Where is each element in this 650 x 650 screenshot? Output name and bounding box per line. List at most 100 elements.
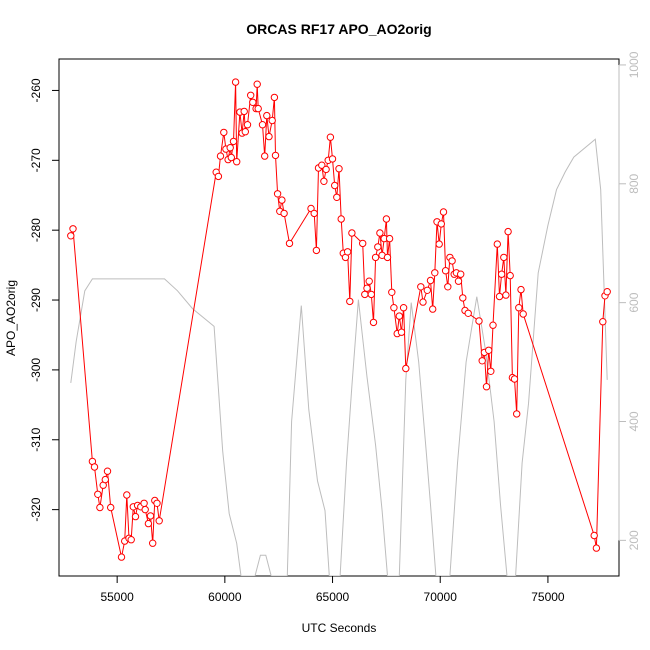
- apo-data-point: [146, 512, 155, 520]
- x-tick-label: 65000: [316, 590, 350, 604]
- apo-data-point: [333, 193, 341, 202]
- apo-data-point: [388, 288, 396, 296]
- y-tick-label: -310: [29, 427, 43, 451]
- apo-data-point: [417, 283, 425, 291]
- apo-data-point: [127, 536, 135, 544]
- altitude-series-line: [70, 138, 608, 576]
- apo-data-point: [320, 177, 328, 186]
- apo-data-point: [101, 475, 110, 484]
- apo-data-point: [229, 137, 238, 146]
- apo-data-point: [457, 270, 465, 278]
- apo-data-point: [475, 317, 483, 325]
- apo-data-point: [144, 519, 153, 528]
- chart-title: ORCAS RF17 APO_AO2orig: [246, 21, 431, 37]
- y-tick-label: -260: [29, 78, 43, 102]
- apo-data-point: [335, 165, 343, 173]
- apo-data-point: [326, 133, 335, 141]
- apo-data-point: [429, 305, 437, 313]
- apo-data-point: [402, 364, 410, 373]
- apo-data-point: [395, 312, 403, 320]
- apo-data-point: [318, 161, 326, 169]
- x-tick-label: 75000: [531, 590, 565, 604]
- apo-data-point: [240, 107, 248, 116]
- apo-data-point: [464, 309, 472, 317]
- y2-tick-label: 800: [627, 173, 641, 193]
- apo-series-line: [70, 82, 608, 558]
- x-tick-label: 70000: [424, 590, 458, 604]
- apo-data-point: [258, 121, 267, 129]
- apo-data-point: [285, 239, 294, 248]
- apo-data-point: [243, 121, 252, 129]
- apo-data-point: [504, 227, 512, 236]
- y-tick-label: -300: [29, 358, 43, 382]
- apo-data-point: [149, 539, 157, 547]
- apo-data-point: [241, 128, 250, 136]
- apo-data-point: [482, 383, 491, 391]
- apo-data-point: [426, 276, 435, 285]
- apo-data-point: [253, 80, 261, 88]
- apo-data-point: [371, 253, 380, 262]
- apo-data-point: [94, 490, 102, 498]
- apo-data-point: [131, 512, 140, 521]
- apo-data-point: [123, 491, 131, 499]
- x-axis-label: UTC Seconds: [302, 621, 377, 635]
- apo-data-point: [90, 463, 99, 471]
- apo-data-point: [419, 298, 427, 306]
- apo-data-point: [220, 128, 228, 137]
- y2-tick-label: 600: [627, 292, 641, 312]
- apo-data-point: [155, 517, 163, 525]
- apo-data-point: [590, 531, 598, 540]
- apo-data-point: [437, 220, 445, 228]
- apo-data-point: [510, 375, 519, 383]
- y-tick-label: -270: [29, 148, 43, 172]
- apo-data-point: [435, 240, 443, 248]
- apo-data-point: [399, 304, 408, 312]
- apo-data-point: [497, 270, 506, 278]
- apo-data-point: [478, 357, 486, 365]
- apo-data-point: [337, 215, 345, 223]
- apo-data-point: [69, 225, 77, 233]
- apo-data-point: [431, 269, 439, 277]
- apo-data-point: [367, 290, 375, 299]
- apo-data-point: [343, 248, 352, 256]
- y2-tick-label: 1000: [627, 51, 641, 78]
- apo-data-point: [227, 153, 236, 162]
- apo-data-point: [226, 144, 234, 152]
- apo-data-point: [261, 152, 269, 160]
- apo-data-point: [441, 267, 450, 275]
- apo-data-point: [310, 209, 318, 218]
- apo-data-point: [361, 290, 369, 299]
- apo-data-point: [487, 367, 495, 375]
- x-tick-label: 60000: [208, 590, 242, 604]
- apo-data-point: [374, 243, 382, 251]
- apo-data-point: [268, 116, 276, 125]
- apo-data-point: [376, 229, 384, 237]
- apo-data-point: [519, 310, 527, 318]
- apo-data-point: [322, 165, 330, 174]
- apo-data-point: [515, 304, 523, 312]
- apo-data-point: [390, 304, 398, 312]
- x-tick-label: 55000: [100, 590, 134, 604]
- apo-data-point: [117, 553, 126, 561]
- apo-data-point: [214, 172, 223, 181]
- apo-data-point: [96, 503, 104, 512]
- apo-data-point: [67, 232, 75, 240]
- apo-data-point: [423, 286, 431, 294]
- apo-data-point: [263, 111, 271, 120]
- apo-data-point: [273, 190, 282, 198]
- apo-data-point: [495, 292, 504, 301]
- apo-data-point: [140, 499, 148, 507]
- y-axis: -260 -270 -280 -290 -300 -310 -320: [29, 78, 60, 522]
- apo-data-point: [254, 104, 262, 113]
- y-tick-label: -280: [29, 218, 43, 242]
- apo-data-point: [103, 467, 112, 475]
- apo-data-point: [383, 253, 392, 262]
- apo-data-point: [365, 277, 373, 285]
- apo-data-point: [328, 155, 337, 163]
- apo-data-point: [312, 246, 321, 255]
- apo-data-point: [397, 328, 406, 336]
- apo-data-point: [153, 499, 161, 507]
- apo-data-point: [249, 98, 257, 107]
- apo-data-point: [592, 544, 601, 552]
- y-axis-label: APO_AO2orig: [4, 280, 18, 356]
